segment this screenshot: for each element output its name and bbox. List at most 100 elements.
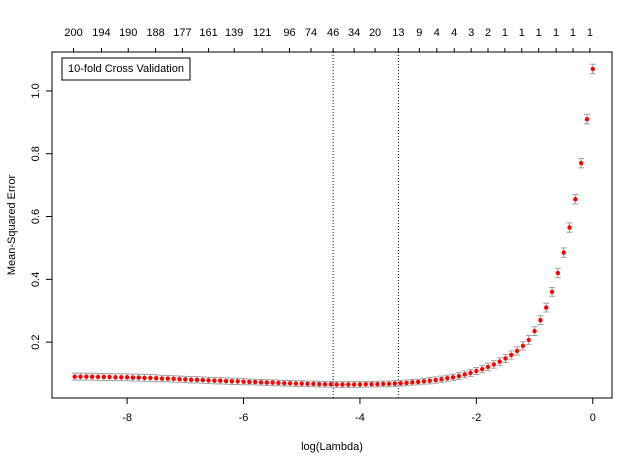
point <box>433 377 438 383</box>
point <box>124 375 130 380</box>
point <box>468 370 473 376</box>
point <box>229 379 235 384</box>
point <box>404 380 409 386</box>
point <box>590 66 595 72</box>
point <box>386 381 392 387</box>
point <box>415 379 421 385</box>
top-tick-label: 74 <box>305 27 317 39</box>
point <box>235 379 240 384</box>
point <box>526 337 531 343</box>
point <box>119 375 124 380</box>
point <box>89 374 95 379</box>
point <box>212 378 217 383</box>
y-tick-label: 0.8 <box>30 146 42 161</box>
point <box>497 359 502 364</box>
point <box>392 381 398 386</box>
point <box>264 380 270 385</box>
point <box>153 376 159 381</box>
point <box>549 289 555 295</box>
y-tick-label: 1.0 <box>30 83 42 98</box>
point <box>322 381 328 387</box>
point <box>194 377 200 382</box>
x-tick-label: -6 <box>239 412 249 424</box>
x-tick-label: -4 <box>355 412 365 424</box>
point <box>130 375 136 380</box>
point <box>72 374 77 379</box>
point <box>410 380 415 385</box>
point <box>561 250 566 255</box>
top-tick-label: 1 <box>502 27 508 39</box>
point <box>479 366 485 372</box>
point <box>578 160 584 166</box>
point <box>311 381 316 387</box>
annotation-box <box>61 57 191 81</box>
top-tick-label: 200 <box>64 27 82 39</box>
point <box>485 364 491 370</box>
point <box>218 378 223 383</box>
point <box>148 375 153 381</box>
point <box>381 381 386 387</box>
point <box>328 381 334 387</box>
y-axis-label: Mean-Squared Error <box>6 175 18 276</box>
point <box>177 376 182 382</box>
top-tick-label: 139 <box>225 27 243 39</box>
point <box>95 374 101 380</box>
point <box>206 378 211 383</box>
point <box>573 197 578 202</box>
point <box>287 381 293 386</box>
point <box>363 381 368 387</box>
point <box>188 377 194 382</box>
top-tick-label: 13 <box>392 27 404 39</box>
top-tick-label: 1 <box>519 27 525 39</box>
y-tick-label: 0.2 <box>30 334 42 349</box>
point <box>165 376 171 381</box>
point <box>375 381 380 387</box>
top-tick-label: 1 <box>536 27 542 39</box>
point <box>398 381 403 386</box>
top-tick-label: 194 <box>92 27 110 39</box>
point <box>421 379 427 384</box>
point <box>357 382 363 387</box>
point <box>334 382 339 387</box>
point <box>78 374 83 379</box>
point <box>491 362 497 367</box>
point <box>113 375 118 380</box>
top-tick-label: 177 <box>173 27 191 39</box>
point <box>241 379 246 384</box>
point <box>282 381 287 386</box>
point <box>316 381 322 387</box>
point <box>136 375 141 380</box>
top-tick-label: 1 <box>553 27 559 39</box>
top-tick-label: 9 <box>416 27 422 39</box>
point <box>270 380 275 385</box>
top-tick-label: 161 <box>199 27 217 39</box>
point <box>538 317 543 323</box>
point <box>258 380 264 385</box>
point <box>351 382 357 387</box>
point <box>276 380 281 386</box>
point <box>107 374 112 380</box>
top-tick-label: 2 <box>485 27 491 39</box>
plot-frame <box>51 51 613 399</box>
point <box>503 356 508 361</box>
top-tick-label: 1 <box>587 27 593 39</box>
point <box>555 270 561 276</box>
point <box>293 381 299 386</box>
point <box>544 305 549 310</box>
top-tick-label: 34 <box>348 27 360 39</box>
point <box>532 328 537 334</box>
x-tick-label: 0 <box>590 412 596 424</box>
top-tick-label: 1 <box>570 27 576 39</box>
point <box>584 116 590 122</box>
point <box>84 374 89 379</box>
point <box>369 381 374 387</box>
point <box>252 379 258 385</box>
point <box>346 382 351 387</box>
point <box>142 375 147 381</box>
top-tick-label: 190 <box>119 27 137 39</box>
x-axis-label: log(Lambda) <box>301 441 363 453</box>
annotation: 10-fold Cross Validation <box>68 63 184 75</box>
point <box>299 381 304 386</box>
top-tick-label: 96 <box>283 27 295 39</box>
point <box>159 376 165 381</box>
